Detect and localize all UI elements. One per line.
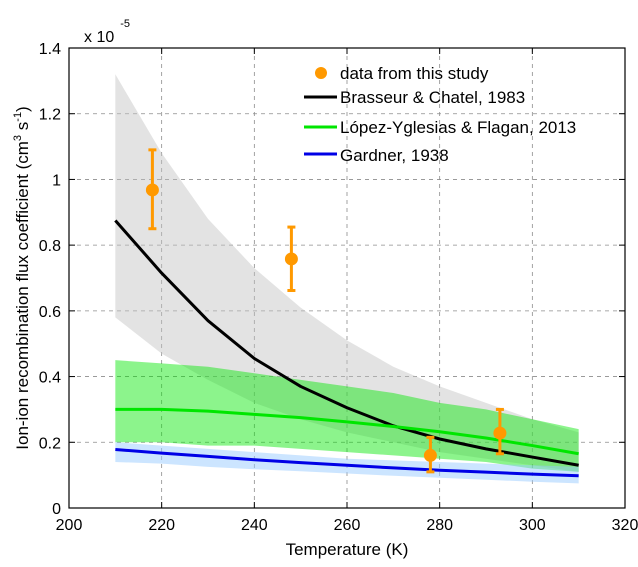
series-line-0: [114, 219, 579, 467]
x-tick-label: 220: [148, 517, 175, 534]
series-line-2: [115, 448, 579, 478]
x-axis-label: Temperature (K): [286, 540, 409, 559]
x-tick-label: 240: [241, 517, 268, 534]
x-tick-label: 260: [334, 517, 361, 534]
data-point: [493, 426, 507, 440]
data-point: [145, 183, 159, 197]
axis-ticks: 200 220 240 260 280 300 320 0 0.2 0.4 0.6 0.8 1 1.2 1.…: [39, 41, 638, 534]
plot-area: [69, 48, 625, 508]
y-tick-label: 0.6: [39, 304, 61, 321]
legend-entry-gardner: Gardner, 1938: [304, 146, 449, 165]
series-line-1: [115, 407, 579, 456]
uncertainty-band-2: [115, 442, 579, 484]
legend: data from this study Brasseur & Chatel, …: [304, 64, 576, 165]
x-tick-label: 300: [519, 517, 546, 534]
y-tick-label: 0.2: [39, 435, 61, 452]
y-axis-label: Ion-ion recombination flux coefficient (…: [12, 106, 32, 449]
data-point: [423, 448, 437, 462]
legend-label-brasseur: Brasseur & Chatel, 1983: [340, 88, 525, 107]
legend-marker-data: [315, 67, 327, 79]
data-point: [284, 252, 298, 266]
y-tick-label: 1.2: [39, 107, 61, 124]
legend-label-data: data from this study: [340, 64, 489, 83]
uncertainty-band-0: [115, 74, 579, 472]
x-tick-label: 280: [426, 517, 453, 534]
legend-label-gardner: Gardner, 1938: [340, 146, 449, 165]
y-tick-label: 1: [52, 172, 61, 189]
series-lines: [114, 219, 579, 478]
data-points: [145, 148, 507, 474]
legend-entry-data: data from this study: [315, 64, 489, 83]
legend-entry-brasseur: Brasseur & Chatel, 1983: [304, 88, 525, 107]
legend-label-lopez: López-Yglesias & Flagan, 2013: [340, 118, 576, 137]
y-tick-label: 0.8: [39, 238, 61, 255]
x-tick-label: 320: [612, 517, 638, 534]
y-scale-label: x 10-5: [84, 18, 130, 46]
x-tick-label: 200: [56, 517, 83, 534]
y-tick-label: 0: [52, 501, 61, 518]
y-tick-label: 0.4: [39, 370, 61, 387]
legend-entry-lopez: López-Yglesias & Flagan, 2013: [304, 118, 576, 137]
y-tick-label: 1.4: [39, 41, 61, 58]
